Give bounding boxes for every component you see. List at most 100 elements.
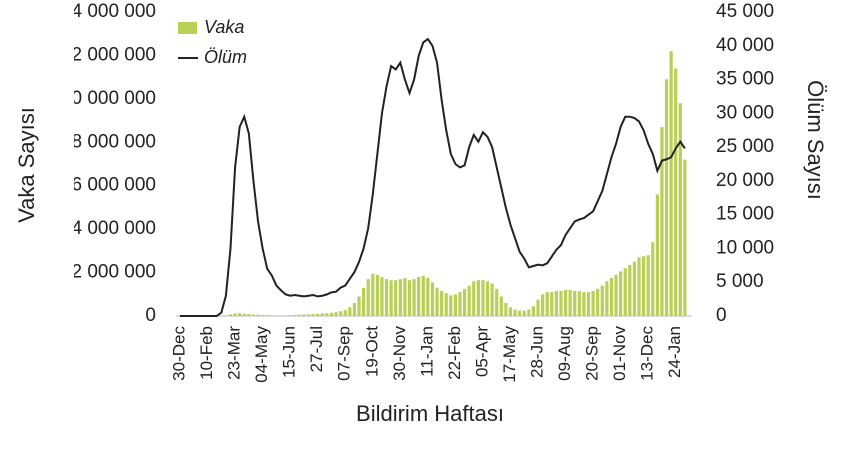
bar bbox=[399, 279, 402, 316]
bar bbox=[385, 279, 388, 316]
bar bbox=[619, 271, 622, 316]
y2-tick-label: 5 000 bbox=[716, 271, 764, 292]
bar bbox=[550, 292, 553, 316]
bar bbox=[633, 262, 636, 316]
bar bbox=[513, 309, 516, 316]
bar bbox=[357, 296, 360, 316]
bar bbox=[454, 294, 457, 316]
bar bbox=[546, 292, 549, 316]
x-tick-label: 01-Nov bbox=[610, 326, 629, 381]
y-tick-label: 14 000 000 bbox=[61, 1, 156, 22]
y2-tick-label: 35 000 bbox=[716, 69, 774, 90]
bar bbox=[367, 279, 370, 316]
bar bbox=[491, 283, 494, 316]
x-tick-label: 20-Sep bbox=[583, 326, 602, 381]
x-tick-label: 10-Feb bbox=[197, 326, 216, 380]
bar bbox=[477, 280, 480, 316]
bar bbox=[334, 312, 337, 316]
bar bbox=[302, 314, 305, 316]
bar bbox=[569, 290, 572, 316]
bar bbox=[541, 294, 544, 316]
y2-tick-label: 25 000 bbox=[716, 136, 774, 157]
bar bbox=[481, 280, 484, 316]
bar bbox=[564, 290, 567, 316]
bar bbox=[353, 303, 356, 316]
bar bbox=[670, 51, 673, 316]
x-tick-label: 05-Apr bbox=[472, 326, 491, 377]
bar bbox=[642, 256, 645, 316]
x-tick-label: 09-Aug bbox=[555, 326, 574, 381]
bar bbox=[596, 289, 599, 316]
bar bbox=[449, 295, 452, 316]
x-tick-label: 04-May bbox=[252, 326, 271, 383]
x-tick-label: 13-Dec bbox=[638, 326, 657, 381]
bar bbox=[679, 103, 682, 316]
x-tick-label: 30-Dec bbox=[169, 326, 188, 381]
bar bbox=[555, 291, 558, 316]
bar bbox=[592, 291, 595, 316]
bar bbox=[495, 289, 498, 316]
x-tick-label: 24-Jan bbox=[665, 326, 684, 378]
x-tick-label: 07-Sep bbox=[335, 326, 354, 381]
bar bbox=[458, 292, 461, 316]
x-axis-title: Bildirim Haftası bbox=[356, 401, 504, 426]
x-tick-label: 17-May bbox=[500, 326, 519, 383]
x-tick-label: 27-Jul bbox=[307, 326, 326, 372]
y-tick-label: 2 000 000 bbox=[71, 262, 156, 283]
bar bbox=[312, 314, 315, 316]
bar bbox=[660, 127, 663, 316]
bar bbox=[426, 278, 429, 316]
bar bbox=[573, 291, 576, 316]
legend-label: Ölüm bbox=[204, 47, 247, 67]
bar bbox=[390, 280, 393, 316]
x-tick-label: 19-Oct bbox=[362, 326, 381, 377]
bar bbox=[408, 280, 411, 316]
bar bbox=[536, 300, 539, 316]
bar bbox=[665, 79, 668, 316]
bar bbox=[605, 281, 608, 316]
legend-label: Vaka bbox=[204, 17, 244, 37]
bar bbox=[509, 307, 512, 316]
bar bbox=[468, 286, 471, 316]
bar bbox=[284, 315, 287, 316]
bar bbox=[229, 314, 232, 316]
bar bbox=[422, 276, 425, 316]
y-tick-label: 0 bbox=[145, 305, 156, 326]
bar bbox=[316, 314, 319, 316]
y2-tick-label: 30 000 bbox=[716, 102, 774, 123]
y2-tick-label: 20 000 bbox=[716, 170, 774, 191]
bar bbox=[261, 315, 264, 316]
bar bbox=[523, 311, 526, 316]
bar bbox=[587, 292, 590, 316]
bar bbox=[238, 313, 241, 316]
bar bbox=[307, 314, 310, 316]
y-tick-label: 8 000 000 bbox=[71, 131, 156, 152]
bar bbox=[647, 255, 650, 316]
y2-axis-title: Ölüm Sayısı bbox=[803, 80, 828, 200]
line bbox=[180, 39, 685, 316]
bar bbox=[440, 291, 443, 316]
bar bbox=[463, 289, 466, 316]
bar bbox=[376, 275, 379, 316]
y-tick-label: 12 000 000 bbox=[61, 44, 156, 65]
y2-tick-label: 0 bbox=[716, 305, 727, 326]
bar bbox=[614, 275, 617, 316]
bar bbox=[559, 291, 562, 316]
bar bbox=[601, 286, 604, 316]
bar bbox=[412, 279, 415, 316]
y2-tick-label: 40 000 bbox=[716, 35, 774, 56]
bar bbox=[224, 315, 227, 316]
bar bbox=[344, 310, 347, 316]
bar bbox=[610, 278, 613, 316]
bar bbox=[339, 311, 342, 316]
y-tick-label: 4 000 000 bbox=[71, 218, 156, 239]
bar bbox=[578, 291, 581, 316]
bar bbox=[486, 281, 489, 316]
bar bbox=[431, 282, 434, 316]
bar bbox=[624, 268, 627, 316]
bar bbox=[371, 274, 374, 316]
bar bbox=[683, 160, 686, 316]
bar bbox=[582, 292, 585, 316]
